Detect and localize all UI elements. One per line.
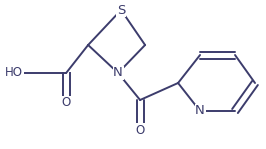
Text: HO: HO	[5, 66, 23, 80]
Text: N: N	[195, 104, 205, 118]
Text: N: N	[113, 66, 123, 80]
Text: S: S	[117, 3, 125, 17]
Text: O: O	[61, 97, 71, 110]
Text: O: O	[135, 124, 145, 136]
